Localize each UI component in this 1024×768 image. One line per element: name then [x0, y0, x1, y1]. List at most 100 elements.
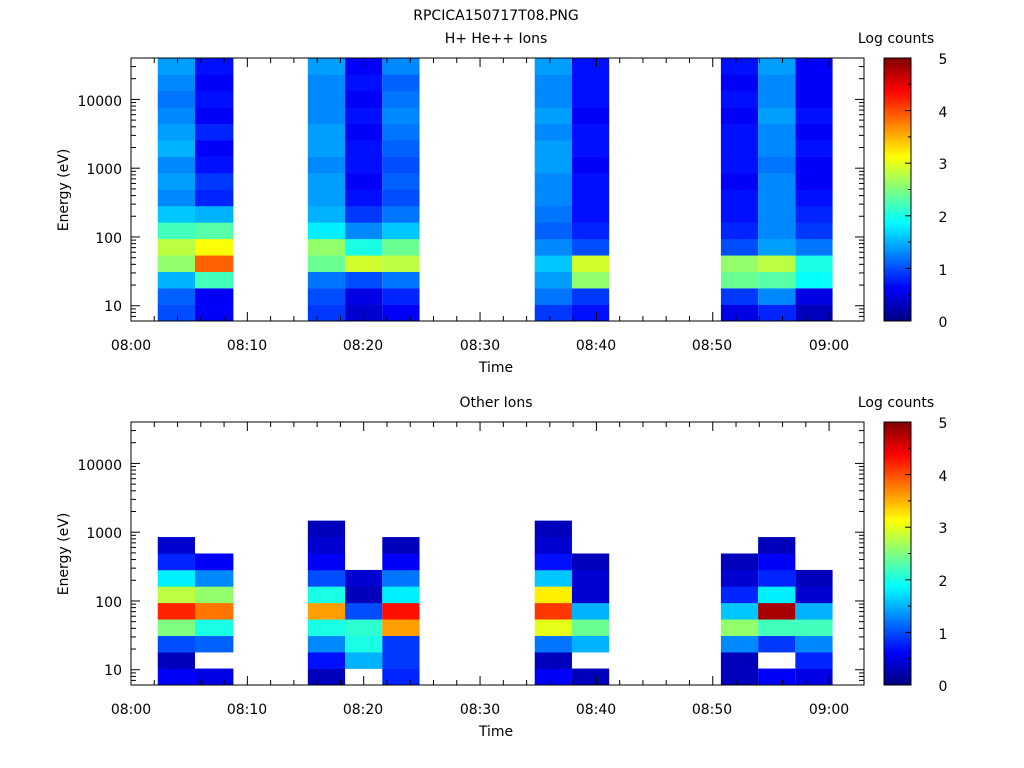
spectrogram-cell [307, 668, 346, 686]
panel-2-y-tick-1000: 1000 [86, 526, 122, 542]
spectrogram-cell [758, 569, 796, 587]
panel-2-x-tick-0900: 09:00 [809, 702, 849, 718]
spectrogram-cell [758, 271, 796, 289]
spectrogram-cell [382, 74, 420, 92]
spectrogram-cell [194, 222, 234, 240]
spectrogram-cell [534, 602, 572, 620]
spectrogram-cell [795, 668, 833, 686]
panel-1-y-tick-10: 10 [104, 299, 122, 315]
spectrogram-cell [571, 569, 610, 587]
spectrogram-cell [571, 586, 610, 604]
panel-2-x-tick-0820: 08:20 [343, 702, 383, 718]
spectrogram-cell [307, 271, 346, 289]
spectrogram-cell [157, 189, 195, 207]
spectrogram-cell [157, 238, 195, 256]
spectrogram-cell [194, 602, 234, 620]
spectrogram-cell [382, 652, 420, 669]
panel-2-x-tick-0850: 08:50 [692, 702, 732, 718]
spectrogram-cell [795, 123, 833, 141]
spectrogram-cell [307, 635, 346, 653]
spectrogram-cell [795, 619, 833, 636]
spectrogram-cell [758, 635, 796, 653]
spectrogram-cell [345, 189, 383, 207]
spectrogram-cell [345, 652, 383, 669]
spectrogram-cell [795, 238, 833, 256]
spectrogram-cell [157, 288, 195, 305]
panel-1-plot-frame [130, 57, 865, 322]
spectrogram-cell [795, 271, 833, 289]
spectrogram-cell [758, 553, 796, 571]
spectrogram-cell [307, 304, 346, 322]
spectrogram-cell [720, 74, 759, 92]
spectrogram-cell [307, 156, 346, 174]
spectrogram-cell [795, 602, 833, 620]
colorbar-1-tick-1: 1 [939, 263, 948, 279]
spectrogram-cell [307, 222, 346, 240]
spectrogram-cell [345, 586, 383, 604]
spectrogram-cell [720, 619, 759, 636]
spectrogram-cell [382, 189, 420, 207]
spectrogram-cell [345, 156, 383, 174]
spectrogram-cell [571, 288, 610, 305]
colorbar-1-ticks [905, 57, 911, 322]
spectrogram-cell [534, 255, 572, 272]
spectrogram-cell [307, 520, 346, 538]
spectrogram-cell [157, 140, 195, 157]
spectrogram-cell [720, 58, 759, 75]
spectrogram-cell [194, 173, 234, 190]
spectrogram-cell [758, 586, 796, 604]
spectrogram-cell [534, 205, 572, 223]
panel-1-x-tick-0900: 09:00 [809, 338, 849, 354]
spectrogram-cell [157, 255, 195, 272]
colorbar-1-tick-3: 3 [939, 157, 948, 173]
spectrogram-cell [345, 90, 383, 108]
spectrogram-cell [345, 123, 383, 141]
spectrogram-cell [534, 156, 572, 174]
panel-2-plot-frame [130, 421, 865, 686]
panel-2-y-tick-100: 100 [95, 595, 122, 611]
spectrogram-cell [382, 222, 420, 240]
colorbar-2: Log counts 0 1 2 3 4 5 [858, 395, 948, 695]
spectrogram-cell [758, 668, 796, 686]
spectrogram-cell [795, 586, 833, 604]
spectrogram-cell [758, 238, 796, 256]
panel-1-y-tick-10000: 10000 [77, 94, 122, 110]
spectrogram-cell [758, 140, 796, 157]
spectrogram-cell [382, 635, 420, 653]
spectrogram-cell [382, 537, 420, 554]
spectrogram-cell [157, 635, 195, 653]
spectrogram-cell [571, 189, 610, 207]
spectrogram-cell [534, 271, 572, 289]
spectrogram-cell [571, 156, 610, 174]
spectrogram-cell [157, 222, 195, 240]
spectrogram-cell [758, 602, 796, 620]
spectrogram-cell [795, 74, 833, 92]
spectrogram-cell [307, 652, 346, 669]
spectrogram-cell [157, 58, 195, 75]
spectrogram-cell [720, 288, 759, 305]
spectrogram-cell [795, 222, 833, 240]
colorbar-1-tick-4: 4 [939, 105, 948, 121]
spectrogram-cell [194, 553, 234, 571]
panel-2-y-ticks [131, 421, 864, 686]
spectrogram-cell [194, 619, 234, 636]
spectrogram-cell [720, 205, 759, 223]
spectrogram-cell [194, 156, 234, 174]
spectrogram-cell [571, 619, 610, 636]
spectrogram-cell [307, 586, 346, 604]
spectrogram-cell [382, 586, 420, 604]
spectrogram-cell [795, 90, 833, 108]
spectrogram-cell [194, 107, 234, 125]
panel-1-x-tick-0850: 08:50 [692, 338, 732, 354]
spectrogram-cell [345, 255, 383, 272]
spectrogram-cell [194, 205, 234, 223]
panel-other-ions: Other Ions Energy (eV) Time 10 100 1000 … [56, 395, 865, 740]
panel-1-y-tick-1000: 1000 [86, 162, 122, 178]
panel-2-x-ticks [130, 422, 830, 685]
spectrogram-cell [571, 90, 610, 108]
spectrogram-cell [307, 238, 346, 256]
spectrogram-cell [795, 205, 833, 223]
panel-1-x-tick-0820: 08:20 [343, 338, 383, 354]
spectrogram-cell [534, 123, 572, 141]
